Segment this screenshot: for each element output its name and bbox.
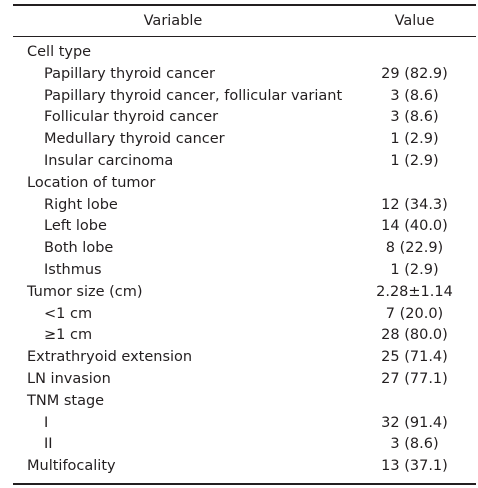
row-label: Follicular thyroid cancer — [44, 109, 219, 126]
table-row: <1 cm 7 (20.0) — [13, 304, 476, 326]
row-value: 25 (71.4) — [381, 349, 448, 366]
row-label: I — [44, 414, 49, 431]
table-row: ≥1 cm 28 (80.0) — [13, 325, 476, 347]
table-row: II 3 (8.6) — [13, 434, 476, 456]
header-value: Value — [394, 13, 435, 29]
row-label: Isthmus — [44, 261, 102, 278]
row-value: 2.28±1.14 — [376, 283, 453, 300]
table-row: Location of tumor — [13, 173, 476, 195]
row-label: Left lobe — [44, 218, 107, 235]
row-label: Papillary thyroid cancer, follicular var… — [44, 87, 343, 104]
table-row: Follicular thyroid cancer 3 (8.6) — [13, 107, 476, 129]
table-row: Multifocality 13 (37.1) — [13, 456, 476, 478]
table-row: Cell type — [13, 42, 476, 64]
row-label: Location of tumor — [27, 174, 156, 191]
row-value: 13 (37.1) — [381, 458, 448, 475]
row-label: Both lobe — [44, 240, 114, 257]
row-value: 3 (8.6) — [390, 436, 439, 453]
row-label: II — [44, 436, 53, 453]
table-row: Left lobe 14 (40.0) — [13, 216, 476, 238]
header-rule — [13, 36, 476, 37]
row-value: 3 (8.6) — [390, 87, 439, 104]
bottom-rule — [13, 483, 476, 485]
row-value: 1 (2.9) — [390, 152, 439, 169]
row-value: 1 (2.9) — [390, 131, 439, 148]
table-row: Papillary thyroid cancer 29 (82.9) — [13, 64, 476, 86]
row-value: 28 (80.0) — [381, 327, 448, 344]
row-value: 29 (82.9) — [381, 65, 448, 82]
table-body: Cell type Papillary thyroid cancer 29 (82.… — [13, 42, 476, 478]
row-label: Extrathryoid extension — [27, 349, 193, 366]
row-label: Medullary thyroid cancer — [44, 131, 225, 148]
table-row: Right lobe 12 (34.3) — [13, 195, 476, 217]
table-row: TNM stage — [13, 391, 476, 413]
table-row: Medullary thyroid cancer 1 (2.9) — [13, 129, 476, 151]
top-rule — [13, 4, 476, 6]
row-label: Cell type — [27, 44, 92, 60]
row-label: TNM stage — [27, 392, 105, 409]
row-label: Papillary thyroid cancer — [44, 65, 216, 82]
row-label: LN invasion — [27, 370, 111, 387]
table-row: I 32 (91.4) — [13, 413, 476, 435]
row-label: <1 cm — [44, 305, 93, 322]
row-value: 8 (22.9) — [385, 240, 444, 257]
table-header: Variable Value — [13, 6, 476, 36]
row-value: 32 (91.4) — [381, 414, 448, 431]
row-value: 14 (40.0) — [381, 218, 448, 235]
table-row: LN invasion 27 (77.1) — [13, 369, 476, 391]
row-value: 1 (2.9) — [390, 261, 439, 278]
table-row: Papillary thyroid cancer, follicular var… — [13, 86, 476, 108]
row-label: Tumor size (cm) — [27, 283, 143, 300]
header-variable: Variable — [143, 13, 203, 29]
row-label: ≥1 cm — [44, 327, 93, 344]
row-value: 27 (77.1) — [381, 370, 448, 387]
table-row: Tumor size (cm) 2.28±1.14 — [13, 282, 476, 304]
row-value: 7 (20.0) — [385, 305, 444, 322]
table-row: Both lobe 8 (22.9) — [13, 238, 476, 260]
row-label: Insular carcinoma — [44, 152, 174, 169]
table-row: Extrathryoid extension 25 (71.4) — [13, 347, 476, 369]
table-row: Isthmus 1 (2.9) — [13, 260, 476, 282]
row-value: 12 (34.3) — [381, 196, 448, 213]
row-label: Multifocality — [27, 458, 116, 475]
row-label: Right lobe — [44, 196, 118, 213]
table-row: Insular carcinoma 1 (2.9) — [13, 151, 476, 173]
row-value: 3 (8.6) — [390, 109, 439, 126]
